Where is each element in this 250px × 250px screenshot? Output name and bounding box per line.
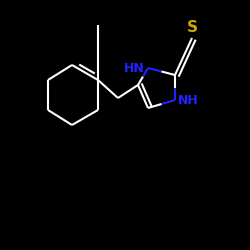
Text: S: S [186, 20, 198, 35]
Text: NH: NH [178, 94, 199, 106]
Text: HN: HN [124, 62, 145, 74]
